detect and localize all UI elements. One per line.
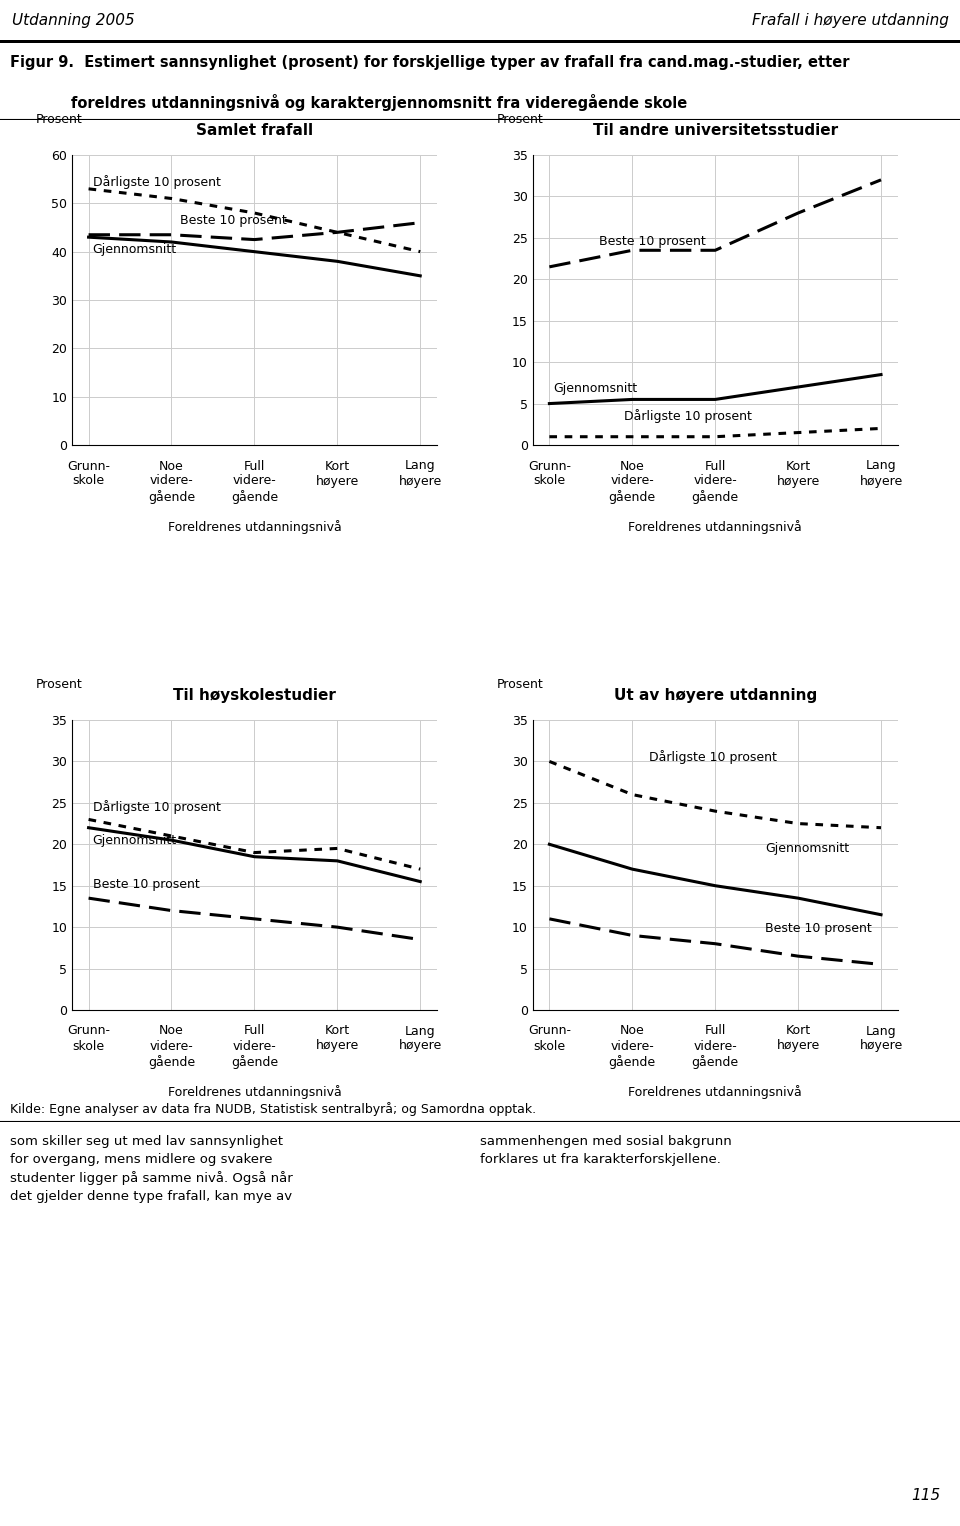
Text: Dårligste 10 prosent: Dårligste 10 prosent (93, 174, 221, 189)
Text: Grunn-
skole: Grunn- skole (67, 1024, 110, 1053)
Text: Ut av høyere utdanning: Ut av høyere utdanning (613, 688, 817, 702)
Text: Prosent: Prosent (36, 113, 83, 127)
Text: Prosent: Prosent (496, 678, 543, 691)
Text: Foreldrenes utdanningsnivå: Foreldrenes utdanningsnivå (168, 1085, 341, 1099)
Text: Kort
høyere: Kort høyere (777, 1024, 820, 1053)
Text: Lang
høyere: Lang høyere (398, 1024, 442, 1053)
Text: Beste 10 prosent: Beste 10 prosent (93, 877, 200, 891)
Text: Foreldrenes utdanningsnivå: Foreldrenes utdanningsnivå (168, 520, 341, 534)
Text: Grunn-
skole: Grunn- skole (528, 459, 571, 487)
Text: Lang
høyere: Lang høyere (859, 1024, 902, 1053)
Text: som skiller seg ut med lav sannsynlighet
for overgang, mens midlere og svakere
s: som skiller seg ut med lav sannsynlighet… (10, 1135, 293, 1204)
Text: Samlet frafall: Samlet frafall (196, 122, 313, 137)
Text: Figur 9.  Estimert sannsynlighet (prosent) for forskjellige typer av frafall fra: Figur 9. Estimert sannsynlighet (prosent… (10, 55, 849, 70)
Text: 115: 115 (912, 1488, 941, 1503)
Text: Lang
høyere: Lang høyere (859, 459, 902, 487)
Text: Beste 10 prosent: Beste 10 prosent (180, 214, 286, 227)
Text: Lang
høyere: Lang høyere (398, 459, 442, 487)
Text: Beste 10 prosent: Beste 10 prosent (599, 235, 706, 249)
Text: Grunn-
skole: Grunn- skole (67, 459, 110, 487)
Text: Foreldrenes utdanningsnivå: Foreldrenes utdanningsnivå (629, 1085, 802, 1099)
Text: Full
videre-
gående: Full videre- gående (691, 1024, 739, 1068)
Text: Kort
høyere: Kort høyere (316, 1024, 359, 1053)
Text: Full
videre-
gående: Full videre- gående (691, 459, 739, 504)
Text: Kort
høyere: Kort høyere (316, 459, 359, 487)
Text: Til andre universitetsstudier: Til andre universitetsstudier (592, 122, 838, 137)
Text: Prosent: Prosent (36, 678, 83, 691)
Text: Beste 10 prosent: Beste 10 prosent (765, 922, 872, 935)
Text: Dårligste 10 prosent: Dårligste 10 prosent (624, 409, 752, 423)
Text: Til høyskolestudier: Til høyskolestudier (173, 688, 336, 702)
Text: Kilde: Egne analyser av data fra NUDB, Statistisk sentralbyrå; og Samordna oppta: Kilde: Egne analyser av data fra NUDB, S… (10, 1102, 536, 1116)
Text: Foreldrenes utdanningsnivå: Foreldrenes utdanningsnivå (629, 520, 802, 534)
Text: Utdanning 2005: Utdanning 2005 (12, 12, 134, 27)
Text: Gjennomsnitt: Gjennomsnitt (93, 243, 177, 256)
Text: Noe
videre-
gående: Noe videre- gående (609, 1024, 656, 1068)
Text: Gjennomsnitt: Gjennomsnitt (93, 833, 177, 847)
Text: foreldres utdanningsnivå og karaktergjennomsnitt fra videregående skole: foreldres utdanningsnivå og karaktergjen… (71, 95, 687, 111)
Text: Full
videre-
gående: Full videre- gående (230, 1024, 278, 1068)
Text: Kort
høyere: Kort høyere (777, 459, 820, 487)
Text: Full
videre-
gående: Full videre- gående (230, 459, 278, 504)
Text: Gjennomsnitt: Gjennomsnitt (765, 842, 849, 855)
Text: Grunn-
skole: Grunn- skole (528, 1024, 571, 1053)
Text: Frafall i høyere utdanning: Frafall i høyere utdanning (752, 12, 948, 27)
Text: Gjennomsnitt: Gjennomsnitt (554, 382, 637, 395)
Text: Prosent: Prosent (496, 113, 543, 127)
Text: Dårligste 10 prosent: Dårligste 10 prosent (649, 751, 777, 765)
Text: Noe
videre-
gående: Noe videre- gående (148, 1024, 195, 1068)
Text: Dårligste 10 prosent: Dårligste 10 prosent (93, 800, 221, 813)
Text: sammenhengen med sosial bakgrunn
forklares ut fra karakterforskjellene.: sammenhengen med sosial bakgrunn forklar… (480, 1135, 732, 1166)
Text: Noe
videre-
gående: Noe videre- gående (148, 459, 195, 504)
Text: Noe
videre-
gående: Noe videre- gående (609, 459, 656, 504)
